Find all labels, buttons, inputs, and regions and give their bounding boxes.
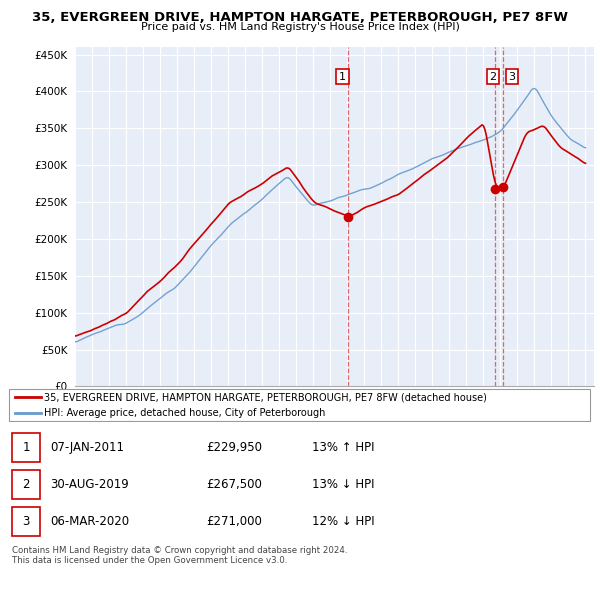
Text: 3: 3 xyxy=(22,515,29,528)
Text: 35, EVERGREEN DRIVE, HAMPTON HARGATE, PETERBOROUGH, PE7 8FW: 35, EVERGREEN DRIVE, HAMPTON HARGATE, PE… xyxy=(32,11,568,24)
Text: 1: 1 xyxy=(339,72,346,81)
Text: Contains HM Land Registry data © Crown copyright and database right 2024.: Contains HM Land Registry data © Crown c… xyxy=(12,546,347,555)
FancyBboxPatch shape xyxy=(9,389,590,421)
FancyBboxPatch shape xyxy=(12,470,40,499)
Text: £267,500: £267,500 xyxy=(206,478,262,491)
Text: 07-JAN-2011: 07-JAN-2011 xyxy=(50,441,124,454)
Text: 30-AUG-2019: 30-AUG-2019 xyxy=(50,478,129,491)
Text: £271,000: £271,000 xyxy=(206,515,262,528)
Text: 13% ↓ HPI: 13% ↓ HPI xyxy=(312,478,374,491)
FancyBboxPatch shape xyxy=(12,434,40,462)
Text: 2: 2 xyxy=(490,72,497,81)
Text: 3: 3 xyxy=(508,72,515,81)
FancyBboxPatch shape xyxy=(12,507,40,536)
Text: 2: 2 xyxy=(22,478,30,491)
Text: This data is licensed under the Open Government Licence v3.0.: This data is licensed under the Open Gov… xyxy=(12,556,287,565)
Text: 1: 1 xyxy=(22,441,30,454)
Text: Price paid vs. HM Land Registry's House Price Index (HPI): Price paid vs. HM Land Registry's House … xyxy=(140,22,460,32)
Text: 13% ↑ HPI: 13% ↑ HPI xyxy=(312,441,374,454)
Text: 12% ↓ HPI: 12% ↓ HPI xyxy=(312,515,374,528)
Text: 35, EVERGREEN DRIVE, HAMPTON HARGATE, PETERBOROUGH, PE7 8FW (detached house): 35, EVERGREEN DRIVE, HAMPTON HARGATE, PE… xyxy=(44,392,487,402)
Text: 06-MAR-2020: 06-MAR-2020 xyxy=(50,515,129,528)
Text: HPI: Average price, detached house, City of Peterborough: HPI: Average price, detached house, City… xyxy=(44,408,326,418)
Text: £229,950: £229,950 xyxy=(206,441,262,454)
